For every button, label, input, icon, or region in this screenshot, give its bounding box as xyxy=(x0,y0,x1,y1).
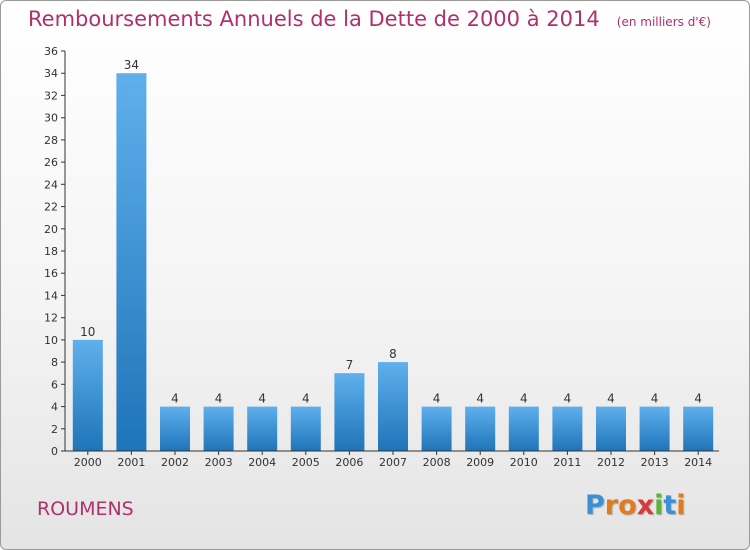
logo-letter: i xyxy=(654,490,664,521)
x-tick-label-2002: 2002 xyxy=(161,456,189,469)
value-label-2005: 4 xyxy=(302,392,310,406)
y-tick-label-12: 12 xyxy=(44,312,58,325)
value-label-2008: 4 xyxy=(433,392,441,406)
y-tick-label-10: 10 xyxy=(44,334,58,347)
bar-2012 xyxy=(596,406,626,451)
bar-2005 xyxy=(290,406,321,451)
y-tick-label-20: 20 xyxy=(44,223,58,236)
x-tick-label-2004: 2004 xyxy=(248,456,276,469)
x-tick-label-2010: 2010 xyxy=(510,456,538,469)
bar-2003 xyxy=(203,406,234,451)
value-label-2007: 8 xyxy=(389,347,397,361)
x-tick-label-2005: 2005 xyxy=(292,456,320,469)
bar-2004 xyxy=(247,406,278,451)
logo-letter: t xyxy=(663,490,677,521)
x-tick-label-2007: 2007 xyxy=(379,456,407,469)
bar-2006 xyxy=(334,373,365,451)
y-tick-label-6: 6 xyxy=(51,378,58,391)
y-tick-label-14: 14 xyxy=(44,289,58,302)
x-tick-label-2009: 2009 xyxy=(466,456,494,469)
x-tick-label-2003: 2003 xyxy=(205,456,233,469)
value-label-2012: 4 xyxy=(607,392,615,406)
axis-layer: 2000 2001 2002 2003 2004 2005 2006 2007 2008 2009… xyxy=(44,45,719,469)
chart-title: Remboursements Annuels de la Dette de 20… xyxy=(28,7,600,31)
y-tick-label-28: 28 xyxy=(44,134,58,147)
value-label-2011: 4 xyxy=(564,392,572,406)
x-tick-label-2011: 2011 xyxy=(553,456,581,469)
y-tick-label-8: 8 xyxy=(51,356,58,369)
commune-name: ROUMENS xyxy=(37,498,134,520)
value-label-2001: 34 xyxy=(124,58,139,72)
bar-2013 xyxy=(639,406,670,451)
x-tick-label-2000: 2000 xyxy=(74,456,102,469)
value-label-2003: 4 xyxy=(215,392,223,406)
logo-letter: x xyxy=(636,490,655,521)
y-tick-label-36: 36 xyxy=(44,45,58,58)
title-row: Remboursements Annuels de la Dette de 20… xyxy=(28,7,711,31)
y-tick-label-24: 24 xyxy=(44,178,58,191)
value-label-2004: 4 xyxy=(258,392,266,406)
bar-2000 xyxy=(72,339,103,451)
y-tick-label-16: 16 xyxy=(44,267,58,280)
bar-2010 xyxy=(508,406,539,451)
x-tick-label-2001: 2001 xyxy=(117,456,145,469)
bar-2011 xyxy=(552,406,583,451)
bar-2014 xyxy=(683,406,714,451)
logo-letter: o xyxy=(618,490,637,521)
bars-layer: 10 34 4 4 4 4 7 8 4 4 4 4 4 4 4 xyxy=(72,58,714,451)
logo-letter: i xyxy=(676,490,686,521)
value-label-2002: 4 xyxy=(171,392,179,406)
y-tick-label-32: 32 xyxy=(44,89,58,102)
proxiti-logo[interactable]: Proxiti xyxy=(585,490,686,521)
bar-2009 xyxy=(465,406,496,451)
y-tick-label-4: 4 xyxy=(51,401,58,414)
value-label-2013: 4 xyxy=(651,392,659,406)
value-label-2000: 10 xyxy=(80,325,95,339)
y-tick-label-2: 2 xyxy=(51,423,58,436)
value-label-2010: 4 xyxy=(520,392,528,406)
y-tick-label-34: 34 xyxy=(44,67,58,80)
y-tick-label-0: 0 xyxy=(51,445,58,458)
value-label-2014: 4 xyxy=(694,392,702,406)
chart-unit-note: (en milliers d'€) xyxy=(616,15,711,29)
value-label-2009: 4 xyxy=(476,392,484,406)
value-label-2006: 7 xyxy=(346,358,354,372)
logo-letter: P xyxy=(585,490,605,521)
bar-2002 xyxy=(160,406,190,451)
y-tick-label-26: 26 xyxy=(44,156,58,169)
bar-2007 xyxy=(378,362,408,451)
x-tick-label-2008: 2008 xyxy=(423,456,451,469)
x-tick-label-2012: 2012 xyxy=(597,456,625,469)
y-tick-label-22: 22 xyxy=(44,201,58,214)
bar-2001 xyxy=(116,73,147,451)
x-tick-label-2013: 2013 xyxy=(641,456,669,469)
bar-2008 xyxy=(421,406,452,451)
y-tick-label-30: 30 xyxy=(44,112,58,125)
y-tick-label-18: 18 xyxy=(44,245,58,258)
x-tick-label-2014: 2014 xyxy=(684,456,712,469)
x-tick-label-2006: 2006 xyxy=(335,456,363,469)
logo-letter: r xyxy=(604,490,619,521)
